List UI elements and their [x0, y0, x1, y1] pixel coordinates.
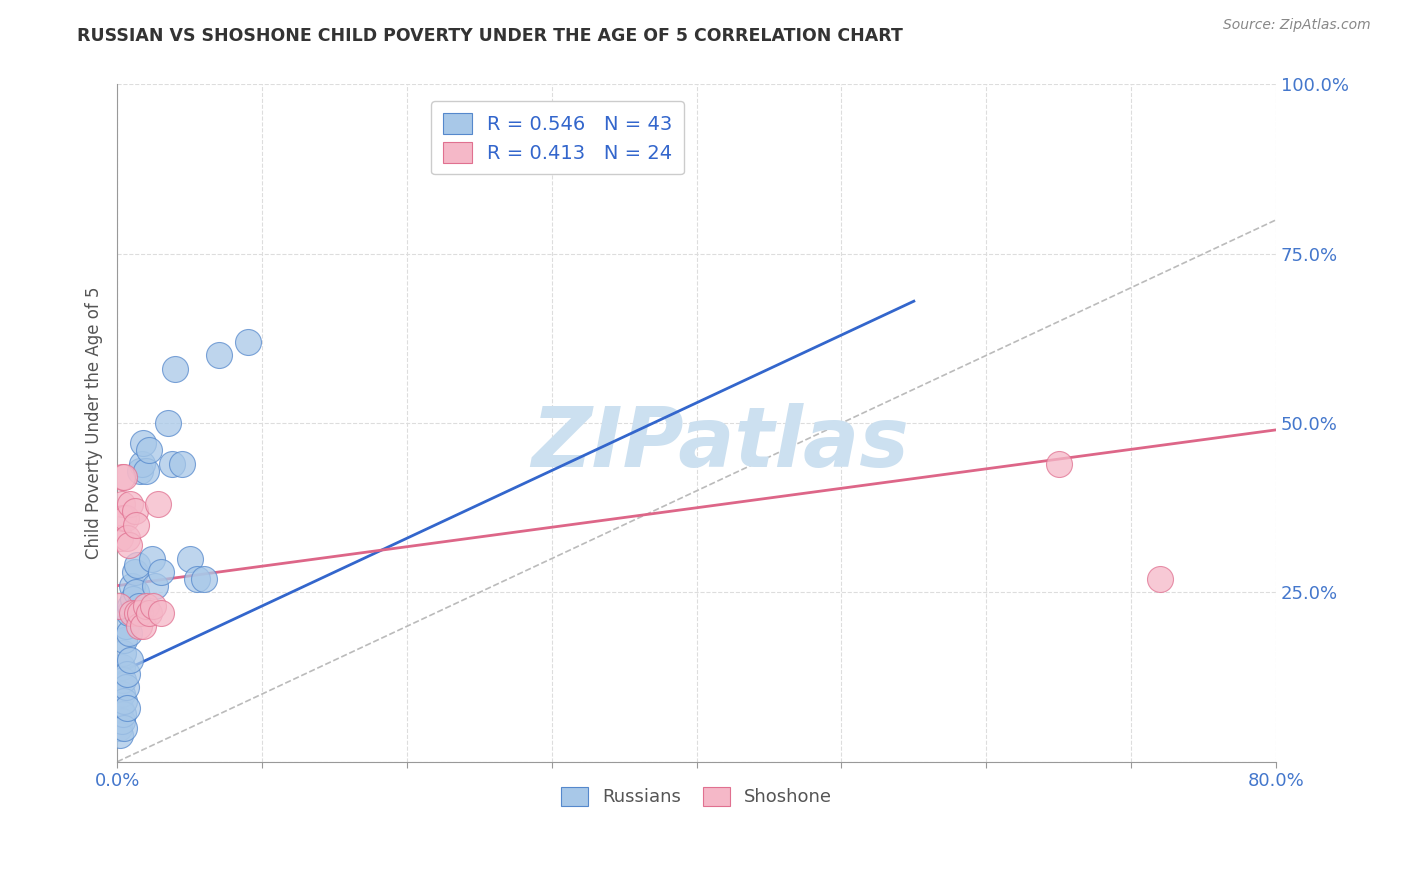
Point [111, 673, 134, 688]
Point [110, 714, 132, 728]
Point [141, 551, 163, 566]
Point [111, 707, 134, 722]
Text: Source: ZipAtlas.com: Source: ZipAtlas.com [1223, 18, 1371, 32]
Point [172, 457, 194, 471]
Point [110, 687, 132, 701]
Point [1149, 572, 1171, 586]
Point [108, 531, 131, 545]
Point [107, 599, 129, 613]
Point [120, 653, 142, 667]
Point [114, 721, 136, 735]
Point [117, 531, 139, 545]
Point [120, 599, 142, 613]
Point [132, 436, 155, 450]
Point [236, 334, 259, 349]
Point [108, 700, 131, 714]
Point [149, 606, 172, 620]
Point [156, 416, 179, 430]
Point [138, 443, 160, 458]
Point [128, 599, 150, 613]
Legend: Russians, Shoshone: Russians, Shoshone [554, 780, 839, 814]
Point [117, 666, 139, 681]
Point [146, 497, 169, 511]
Y-axis label: Child Poverty Under the Age of 5: Child Poverty Under the Age of 5 [86, 287, 103, 559]
Point [125, 517, 148, 532]
Point [138, 606, 160, 620]
Point [142, 599, 165, 613]
Point [127, 558, 149, 573]
Point [127, 606, 149, 620]
Point [149, 565, 172, 579]
Point [207, 348, 229, 362]
Point [160, 457, 183, 471]
Point [114, 694, 136, 708]
Point [107, 721, 129, 735]
Point [118, 538, 141, 552]
Point [118, 606, 141, 620]
Point [114, 470, 136, 484]
Point [114, 632, 136, 647]
Point [115, 680, 138, 694]
Point [125, 585, 148, 599]
Point [118, 626, 141, 640]
Point [129, 606, 152, 620]
Point [124, 565, 146, 579]
Point [122, 592, 145, 607]
Point [129, 463, 152, 477]
Point [115, 511, 138, 525]
Point [110, 497, 132, 511]
Point [108, 728, 131, 742]
Point [124, 504, 146, 518]
Point [128, 619, 150, 633]
Point [1047, 457, 1070, 471]
Point [186, 572, 208, 586]
Point [121, 579, 143, 593]
Point [132, 619, 155, 633]
Point [110, 470, 132, 484]
Text: RUSSIAN VS SHOSHONE CHILD POVERTY UNDER THE AGE OF 5 CORRELATION CHART: RUSSIAN VS SHOSHONE CHILD POVERTY UNDER … [77, 27, 903, 45]
Point [120, 497, 142, 511]
Point [179, 551, 201, 566]
Point [121, 606, 143, 620]
Text: ZIPatlas: ZIPatlas [531, 403, 908, 484]
Point [115, 619, 138, 633]
Point [131, 457, 153, 471]
Point [193, 572, 215, 586]
Point [135, 463, 157, 477]
Point [143, 579, 166, 593]
Point [117, 700, 139, 714]
Point [110, 660, 132, 674]
Point [111, 647, 134, 661]
Point [165, 362, 187, 376]
Point [135, 599, 157, 613]
Point [111, 511, 134, 525]
